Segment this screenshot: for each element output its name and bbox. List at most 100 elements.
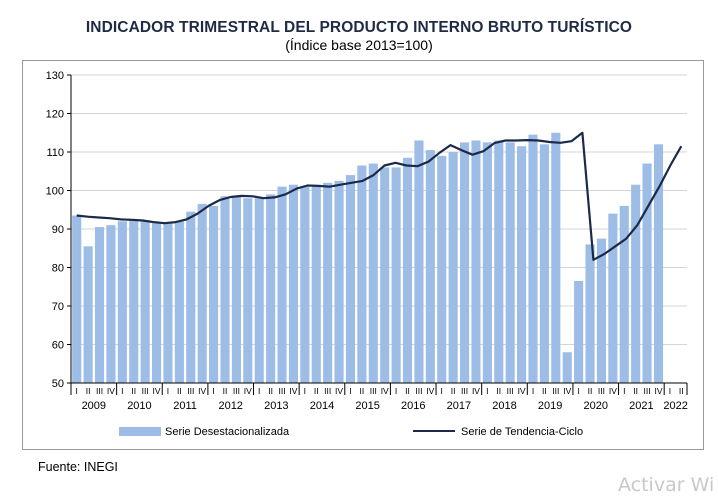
quarter-label: IV [153,386,161,396]
bar [197,203,207,383]
bar [425,150,435,383]
bar [391,167,401,383]
year-label: 2016 [401,400,425,412]
quarter-label: IV [244,386,252,396]
quarter-label: IV [381,386,389,396]
bar [414,140,424,383]
bar [300,186,310,383]
bar [619,205,629,383]
quarter-label: I [669,386,671,396]
bar [631,184,641,383]
bar [117,221,127,383]
y-tick-label: 130 [46,70,64,82]
year-label: 2012 [218,400,242,412]
quarter-label: I [577,386,579,396]
year-label: 2009 [82,400,106,412]
bar [311,186,321,383]
chart-title: INDICADOR TRIMESTRAL DEL PRODUCTO INTERN… [85,19,633,36]
y-tick-label: 100 [46,186,64,198]
source-note: Fuente: INEGI [38,460,118,474]
year-label: 2011 [173,400,197,412]
quarter-label: II [405,386,410,396]
quarter-label: I [258,386,260,396]
bar [517,146,527,383]
bar [220,196,230,383]
quarter-label: II [86,386,91,396]
quarter-label: III [370,386,377,396]
bar [288,184,299,383]
quarter-label: IV [563,386,571,396]
quarter-label: III [142,386,149,396]
bar [653,144,664,383]
bar [140,221,150,383]
legend-swatch-bars [119,427,161,436]
bar [642,163,652,383]
quarter-label: IV [472,386,480,396]
bar [551,132,561,383]
bar [494,140,504,383]
quarter-label: II [177,386,182,396]
bar [596,238,607,383]
quarter-label: III [552,386,559,396]
bar [209,205,219,383]
trend-line [76,131,683,261]
quarter-label: III [278,386,285,396]
bar [129,219,139,383]
chart-subtitle: (Índice base 2013=100) [285,37,433,53]
bar [334,180,344,383]
y-tick-label: 60 [52,340,64,352]
year-label: 2017 [447,400,471,412]
activation-watermark: Activar Wi [618,474,715,496]
quarter-label: III [598,386,605,396]
year-label: 2010 [127,400,151,412]
quarter-label: I [76,386,78,396]
bar [505,142,515,383]
bar [380,167,390,383]
quarter-label: II [451,386,456,396]
bar [448,152,458,383]
quarter-label: II [360,386,365,396]
quarter-label: II [542,386,547,396]
quarter-label: IV [107,386,115,396]
quarter-label: I [623,386,625,396]
quarter-label: II [633,386,638,396]
bar [402,157,413,383]
quarter-label: IV [654,386,662,396]
bar [243,198,253,383]
bar [574,280,584,383]
quarter-label: II [314,386,319,396]
legend-label-bars: Serie Desestacionalizada [165,426,290,438]
quarter-label: III [233,386,240,396]
bar [323,182,333,383]
bar [437,155,447,383]
quarter-label: III [461,386,468,396]
quarter-label: IV [609,386,617,396]
quarter-label: II [223,386,228,396]
year-label: 2018 [492,400,516,412]
bar [585,244,595,383]
quarter-label: I [486,386,488,396]
quarter-label: II [268,386,273,396]
bar [231,196,241,383]
bar [357,165,367,383]
y-tick-label: 90 [52,224,64,236]
bar [151,223,162,383]
quarter-label: III [415,386,422,396]
quarter-label: IV [426,386,434,396]
quarter-label: IV [518,386,526,396]
year-label: 2014 [310,400,334,412]
quarter-label: I [349,386,351,396]
year-label: 2013 [264,400,288,412]
bar [482,142,492,383]
year-label: 2021 [629,400,653,412]
year-label: 2020 [583,400,607,412]
bar [562,352,572,383]
chart-frame: 50 60 70 80 90 100 110 120 130 I II III IV 2009 I II III… [22,60,704,450]
quarter-label: II [679,386,684,396]
bar [174,221,184,383]
quarter-label: I [395,386,397,396]
bar [345,175,356,383]
bar [186,211,196,383]
y-tick-label: 50 [52,378,64,390]
